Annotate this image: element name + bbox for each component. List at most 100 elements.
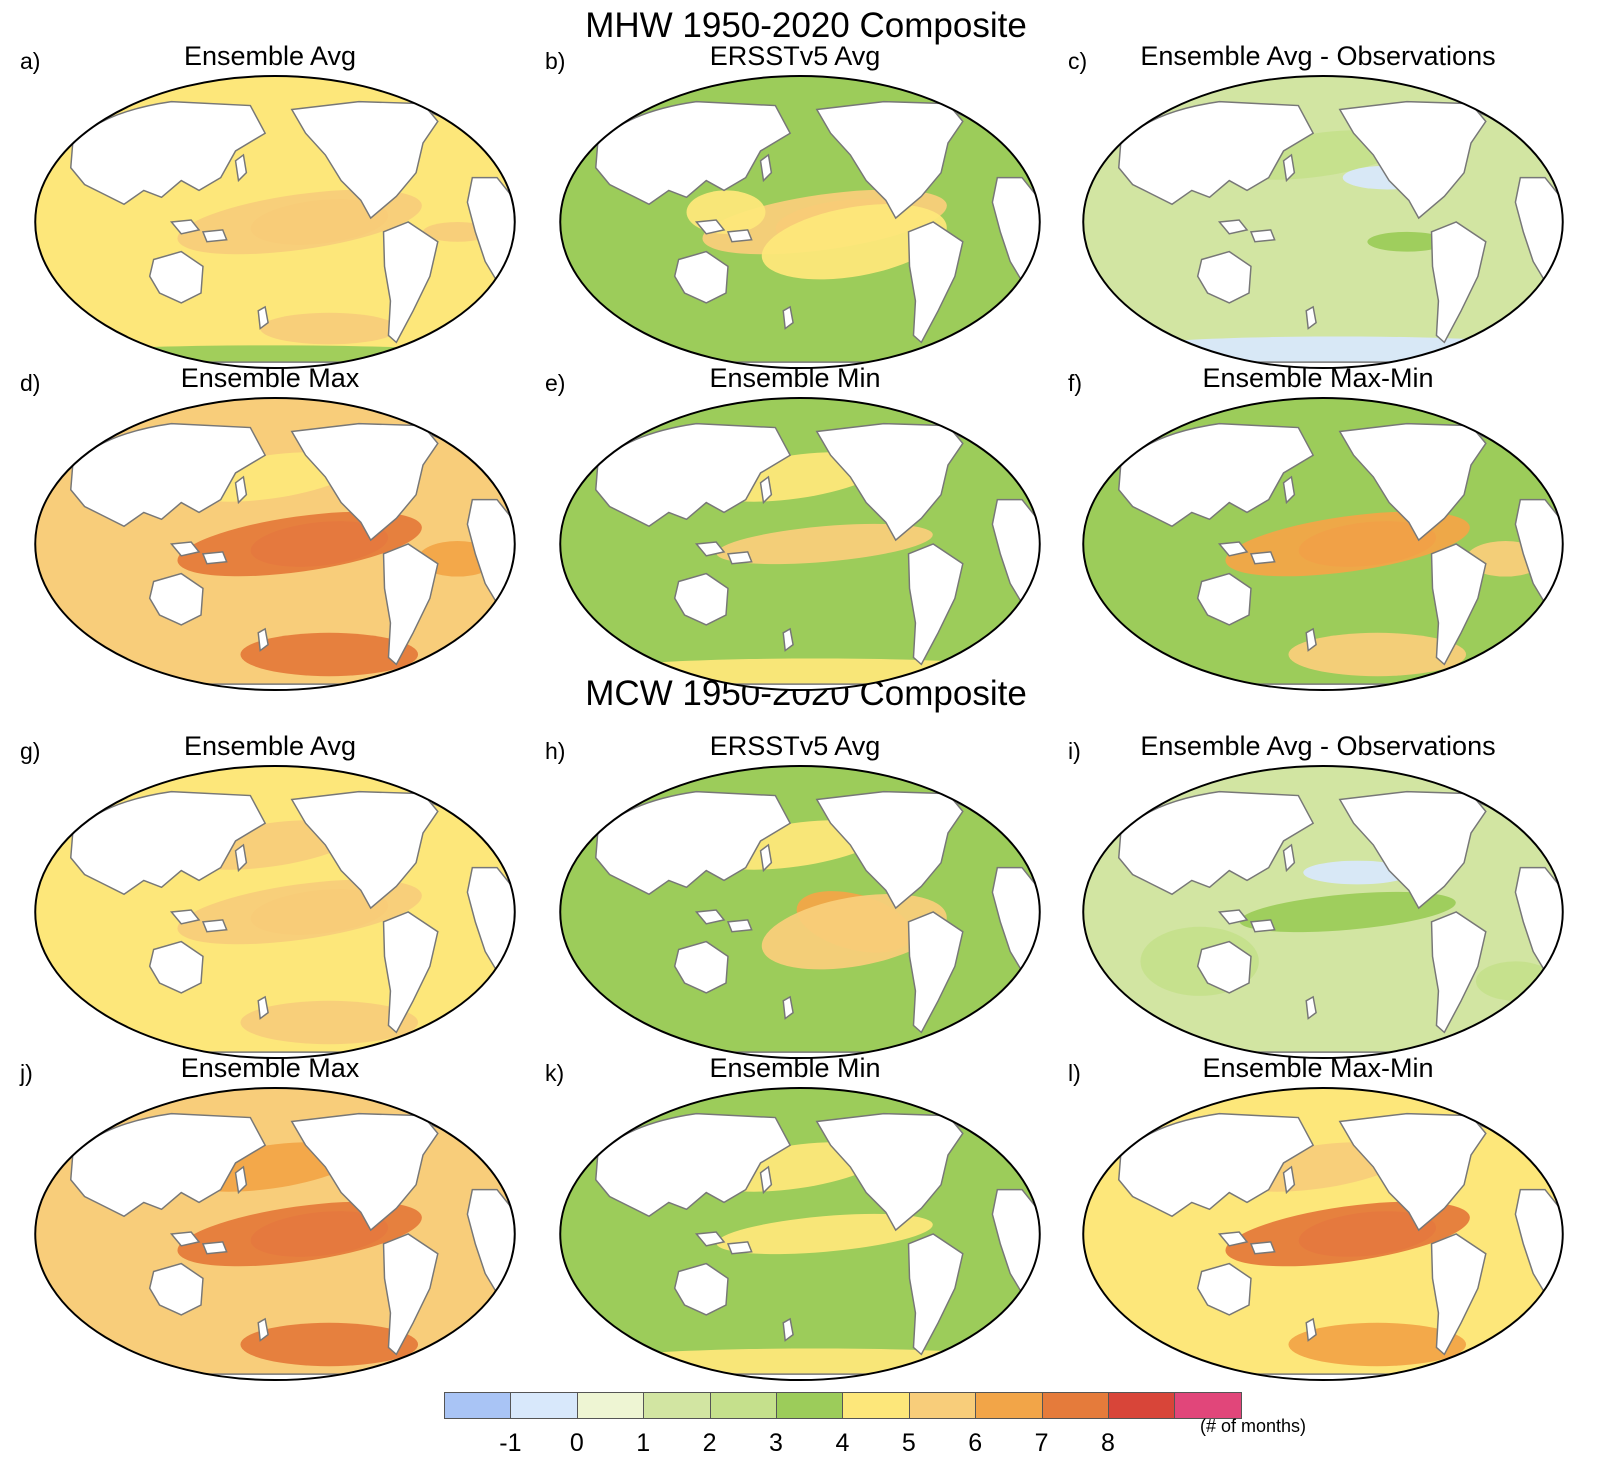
- land-mass: [759, 475, 773, 505]
- world-map: [34, 396, 516, 692]
- land-mass: [1282, 153, 1296, 183]
- land-mass: [257, 305, 269, 330]
- mhw-section-title: MHW 1950-2020 Composite: [585, 6, 1027, 45]
- anomaly-region: [716, 523, 933, 565]
- land-mass: [726, 1241, 753, 1255]
- map-border: [559, 1086, 1041, 1382]
- map-border: [1082, 1086, 1564, 1382]
- land-mass: [1282, 1165, 1296, 1195]
- land-mass: [1217, 541, 1249, 557]
- panel-label: a): [20, 48, 41, 74]
- anomaly-region: [1110, 336, 1563, 365]
- land-mass: [234, 843, 248, 873]
- colorbar-tick-label: 6: [968, 1429, 983, 1457]
- anomaly-region: [260, 312, 399, 345]
- panel-title: Ensemble Max: [180, 363, 360, 393]
- colorbar-swatch: [643, 1392, 711, 1419]
- anomaly-region: [177, 189, 422, 255]
- land-mass: [673, 940, 729, 994]
- land-mass: [1282, 475, 1296, 505]
- anomaly-region: [177, 879, 422, 945]
- anomaly-region: [177, 1201, 422, 1267]
- anomaly-region: [587, 1348, 1040, 1377]
- land-mass: [1249, 1241, 1276, 1255]
- panel-label: c): [1068, 48, 1088, 74]
- panel-title: Ensemble Max-Min: [1202, 1053, 1434, 1083]
- colorbar-swatch: [444, 1392, 512, 1419]
- land-mass: [382, 221, 439, 344]
- anomaly-region: [177, 511, 422, 577]
- colorbar-tick-label: 7: [1034, 1429, 1049, 1457]
- anomaly-region: [761, 894, 947, 970]
- map-panel-k: k) Ensemble Min: [545, 1052, 1045, 1382]
- world-map: [559, 396, 1041, 692]
- land-mass: [694, 1231, 726, 1247]
- colorbar-tick-label: 1: [636, 1429, 651, 1457]
- land-mass: [726, 919, 753, 933]
- land-mass: [673, 1262, 729, 1316]
- panel-label: e): [545, 370, 566, 396]
- land-mass: [1196, 940, 1252, 994]
- land-mass: [201, 229, 228, 243]
- map-panel-a: a) Ensemble Avg: [20, 40, 520, 370]
- colorbar-swatch: [975, 1392, 1043, 1419]
- map-border: [559, 74, 1041, 370]
- land-mass: [907, 221, 964, 344]
- colorbar-swatch: [510, 1392, 578, 1419]
- anomaly-region: [240, 1322, 419, 1367]
- colorbar-swatch: [776, 1392, 844, 1419]
- colorbar-tick-label: 0: [569, 1429, 584, 1457]
- world-map: [34, 74, 516, 370]
- land-mass: [1196, 250, 1252, 304]
- panel-label: f): [1068, 370, 1083, 396]
- panel-label: b): [545, 48, 566, 74]
- land-mass: [234, 475, 248, 505]
- land-mass: [694, 909, 726, 925]
- land-mass: [1249, 229, 1276, 243]
- land-mass: [1305, 627, 1317, 652]
- colorbar-swatch: [908, 1392, 977, 1419]
- land-mass: [1217, 219, 1249, 235]
- world-map: [559, 1086, 1041, 1382]
- land-mass: [257, 1317, 269, 1342]
- map-panel-f: f) Ensemble Max-Min: [1068, 362, 1568, 692]
- map-border: [34, 764, 516, 1060]
- land-mass: [782, 305, 794, 330]
- land-mass: [782, 627, 794, 652]
- land-mass: [382, 911, 439, 1034]
- colorbar-swatch: [576, 1392, 645, 1419]
- map-panel-d: d) Ensemble Max: [20, 362, 520, 692]
- land-mass: [907, 543, 964, 666]
- colorbar-tick-label: 5: [901, 1429, 916, 1457]
- land-mass: [169, 541, 201, 557]
- colorbar-tick-label: 8: [1101, 1429, 1115, 1457]
- anomaly-region: [1239, 891, 1456, 933]
- anomaly-region: [1225, 1201, 1470, 1267]
- land-mass: [759, 1165, 773, 1195]
- land-mass: [148, 250, 204, 304]
- land-mass: [382, 1233, 439, 1356]
- land-mass: [257, 627, 269, 652]
- land-mass: [782, 1317, 794, 1342]
- land-mass: [726, 229, 753, 243]
- land-mass: [1430, 221, 1487, 344]
- anomaly-region: [1288, 632, 1467, 677]
- colorbar-tick-label: -1: [499, 1429, 522, 1457]
- anomaly-region: [240, 632, 419, 677]
- map-border: [34, 396, 516, 692]
- land-mass: [201, 919, 228, 933]
- land-mass: [257, 995, 269, 1020]
- panel-title: Ensemble Avg: [183, 731, 357, 761]
- land-mass: [1282, 843, 1296, 873]
- map-panel-e: e) Ensemble Min: [545, 362, 1045, 692]
- panel-title: Ensemble Max-Min: [1202, 363, 1434, 393]
- land-mass: [694, 219, 726, 235]
- map-panel-j: j) Ensemble Max: [20, 1052, 520, 1382]
- land-mass: [148, 940, 204, 994]
- land-mass: [169, 219, 201, 235]
- map-panel-h: h) ERSSTv5 Avg: [545, 730, 1045, 1060]
- panel-label: g): [20, 738, 41, 764]
- land-mass: [673, 572, 729, 626]
- map-panel-i: i) Ensemble Avg - Observations: [1068, 730, 1568, 1060]
- land-mass: [694, 541, 726, 557]
